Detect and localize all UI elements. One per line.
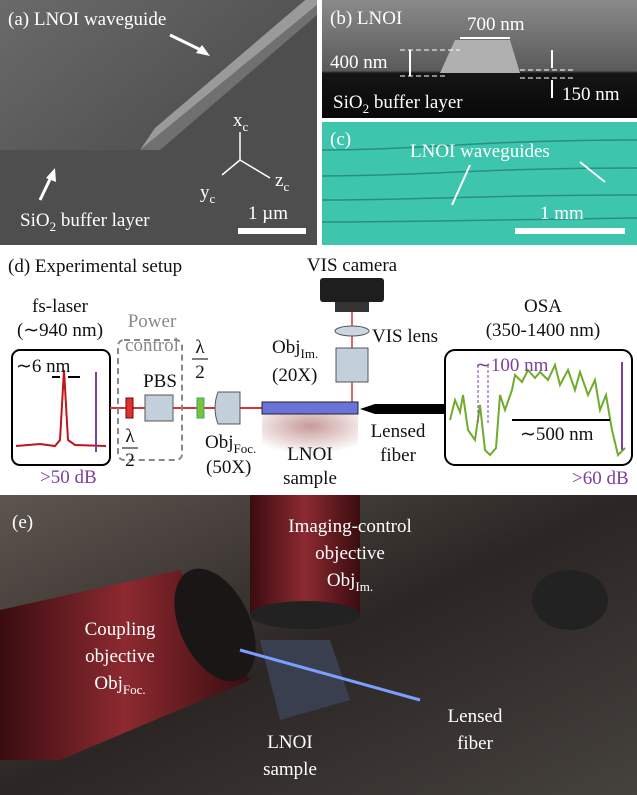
axis-sub: c xyxy=(283,179,289,194)
panel-b: (b) LNOI 700 nm 400 nm 150 nm SiO2 buffe… xyxy=(322,0,637,118)
shape xyxy=(335,326,369,336)
shape xyxy=(532,570,608,630)
shape xyxy=(262,402,358,414)
substrate-label: SiO2 buffer layer xyxy=(20,210,150,234)
shape xyxy=(215,392,240,424)
laser-wavelength: (∼940 nm) xyxy=(17,320,103,341)
text-part: SiO xyxy=(333,92,363,113)
shape xyxy=(515,228,625,234)
camera-label: VIS camera xyxy=(307,255,398,276)
shape xyxy=(250,601,360,629)
linewidth-label: ∼6 nm xyxy=(16,356,71,377)
shape xyxy=(360,404,445,414)
panel-label: (b) LNOI xyxy=(330,8,402,29)
objective-label: ObjIm. xyxy=(272,337,318,361)
osa-range: (350-1400 nm) xyxy=(486,320,601,341)
fiber-label: fiber xyxy=(380,445,417,466)
substrate-label: SiO2 buffer layer xyxy=(333,92,463,116)
waveplate-num: λ xyxy=(125,426,135,447)
panel-d: (d) Experimental setup VIS camera VIS le… xyxy=(8,255,632,489)
panel-label: (c) xyxy=(330,129,351,150)
objective-mag: (20X) xyxy=(272,365,317,386)
text-part: Foc. xyxy=(123,682,146,697)
scale-bar-label: 1 mm xyxy=(540,203,584,224)
shape xyxy=(335,302,369,312)
waveguide-label: LNOI waveguides xyxy=(410,141,550,162)
text-part: Obj xyxy=(272,337,301,358)
height-label: 400 nm xyxy=(330,52,388,73)
width-label: 700 nm xyxy=(467,14,525,35)
figure: (a) LNOI waveguide xc yc zc SiO2 buffer … xyxy=(0,0,637,795)
shape xyxy=(197,398,204,418)
text-part: SiO xyxy=(20,210,50,231)
fiber-label: Lensed xyxy=(448,706,503,727)
waveplate-den: 2 xyxy=(195,362,205,383)
text-part: Im. xyxy=(355,579,373,594)
fiber-label: fiber xyxy=(457,733,494,754)
power-control-label: Power xyxy=(128,311,177,332)
imaging-label: objective xyxy=(315,543,385,564)
text-part: Foc. xyxy=(234,441,257,456)
panel-label: (a) LNOI waveguide xyxy=(8,9,166,30)
etch-label: 150 nm xyxy=(562,84,620,105)
text-part: Obj xyxy=(94,673,123,694)
scale-bar-label: 1 µm xyxy=(248,203,288,224)
axis-base: x xyxy=(233,110,243,131)
objective-label: ObjFoc. xyxy=(205,432,256,456)
text-part: Obj xyxy=(327,570,356,591)
lens-label: VIS lens xyxy=(372,326,438,347)
power-control-label: control xyxy=(125,335,179,356)
shape xyxy=(16,370,106,446)
axis-sub: c xyxy=(210,191,216,206)
shape xyxy=(336,348,368,382)
coupling-label: Coupling xyxy=(85,619,156,640)
panel-e: (e) Imaging-control objective ObjIm. Cou… xyxy=(0,495,637,795)
panel-label: (e) xyxy=(12,512,33,533)
span-label: ∼500 nm xyxy=(520,424,594,445)
panel-c: (c) LNOI waveguides 1 mm xyxy=(322,122,637,245)
osa-label: OSA xyxy=(524,296,562,317)
panel-label: (d) Experimental setup xyxy=(8,256,182,277)
shape xyxy=(320,278,384,302)
text-part: Obj xyxy=(205,432,234,453)
text-part: buffer layer xyxy=(369,92,463,113)
shape xyxy=(145,395,173,421)
imaging-label: Imaging-control xyxy=(288,516,411,537)
laser-label: fs-laser xyxy=(32,296,89,317)
axis-sub: c xyxy=(243,119,249,134)
dynamic-range: >60 dB xyxy=(572,468,629,489)
pbs-label: PBS xyxy=(143,371,177,392)
shape xyxy=(126,398,133,418)
coupling-label: objective xyxy=(85,646,155,667)
sample-label: LNOI xyxy=(267,732,312,753)
waveplate-num: λ xyxy=(195,337,205,358)
axis-base: z xyxy=(275,170,283,191)
gap-label: ∼100 nm xyxy=(475,355,549,376)
text-part: buffer layer xyxy=(56,210,150,231)
waveplate-den: 2 xyxy=(125,450,135,471)
text-part: Im. xyxy=(301,346,319,361)
sample-label: sample xyxy=(283,468,337,489)
objective-mag: (50X) xyxy=(206,457,251,478)
dynamic-range: >50 dB xyxy=(40,467,97,488)
axis-base: y xyxy=(200,182,210,203)
sample-label: LNOI xyxy=(287,444,332,465)
panel-a: (a) LNOI waveguide xc yc zc SiO2 buffer … xyxy=(0,0,317,245)
sample-label: sample xyxy=(263,759,317,780)
shape xyxy=(238,228,306,234)
fiber-label: Lensed xyxy=(371,421,426,442)
